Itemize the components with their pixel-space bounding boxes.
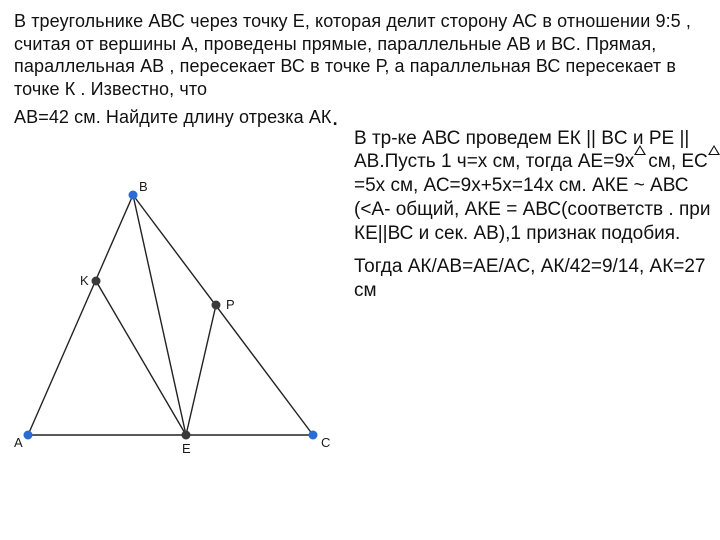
solution-para-1-run-b: см, EC [648,151,708,172]
diagram-label-A: A [14,435,23,450]
diagram-point-A [24,430,33,439]
problem-para-1: В треугольнике АВС через точку Е, котора… [14,10,706,100]
diagram-label-C: C [321,435,330,450]
page-root: В треугольнике АВС через точку Е, котора… [0,0,720,540]
terminal-dot: . [332,101,339,131]
solution-para-2: Тогда АК/AB=АE/AC, АК/42=9/14, АК=27 см [354,255,720,303]
diagram-point-C [309,430,318,439]
diagram-point-P [212,300,221,309]
diagram-svg: A B C E K P [8,145,338,485]
diagram-label-K: K [80,273,89,288]
diagram-edge [96,281,186,435]
diagram-point-E [182,430,191,439]
diagram-point-B [129,190,138,199]
content-area: ABCEKP В тр-ке АВС проведем ЕК || BC и Р… [14,131,706,511]
diagram-edge [186,305,216,435]
solution-para-1: В тр-ке АВС проведем ЕК || BC и РЕ || AB… [354,127,720,246]
diagram-edge [28,195,133,435]
problem-para-2: АВ=42 см. Найдите длину отрезка АК. [14,106,706,129]
triangle-symbol-2 [708,145,720,157]
triangle-diagram: A B C E K P [8,145,338,485]
solution-text: В тр-ке АВС проведем ЕК || BC и РЕ || AB… [354,127,720,303]
problem-para-2-text: АВ=42 см. Найдите длину отрезка АК [14,107,332,127]
triangle-symbol-1 [634,145,648,157]
problem-statement: В треугольнике АВС через точку Е, котора… [14,10,706,129]
diagram-label-P: P [226,297,235,312]
diagram-label-B: B [139,179,148,194]
diagram-label-E: E [182,441,191,456]
diagram-point-K [92,276,101,285]
solution-para-1-run-c: =5х см, АС=9х+5х=14х см. АКЕ ~ АВС (<А- … [354,175,710,244]
